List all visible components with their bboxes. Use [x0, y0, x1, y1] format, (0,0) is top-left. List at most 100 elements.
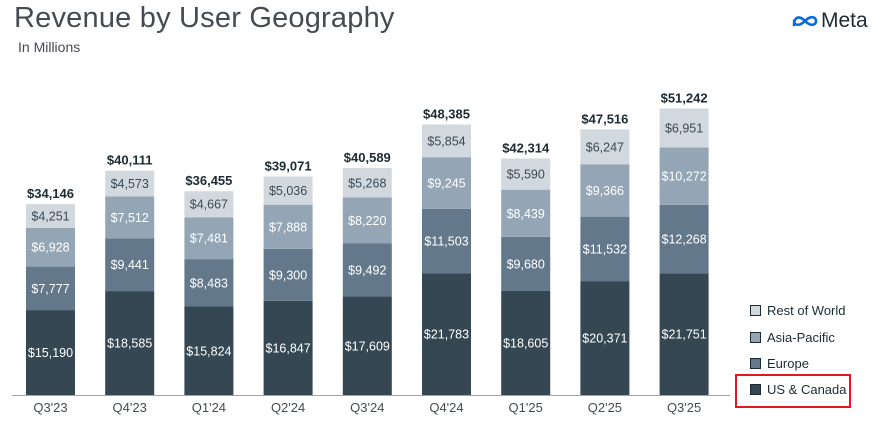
legend-item-us-canada: US & Canada [750, 379, 847, 399]
bar-value-label: $9,492 [348, 264, 386, 278]
bar-total-label: $51,242 [661, 91, 708, 106]
x-tick-label: Q3'24 [350, 400, 384, 415]
x-tick-label: Q1'24 [192, 400, 226, 415]
bar-value-label: $21,751 [662, 328, 707, 342]
bar-value-label: $5,590 [507, 168, 545, 182]
bar-segment-asia-pacific [105, 196, 155, 239]
bar-value-label: $9,245 [427, 177, 465, 191]
bar-segment-asia-pacific [501, 189, 551, 237]
bar-value-label: $16,847 [266, 341, 311, 355]
bar-segment-asia-pacific [26, 227, 75, 267]
bar-value-label: $5,854 [427, 134, 465, 148]
bar-value-label: $4,573 [111, 177, 149, 191]
bar-value-label: $9,680 [507, 257, 545, 271]
bar-total-label: $39,071 [265, 159, 312, 174]
bar-value-label: $8,483 [190, 276, 228, 290]
bar-segment-us-canada [105, 291, 155, 395]
bar-segment-asia-pacific [342, 197, 392, 244]
legend-swatch-us-canada [750, 383, 761, 395]
bar-segment-rest-of-world [580, 129, 630, 165]
bar-segment-us-canada [422, 273, 471, 395]
bar-segment-europe [659, 204, 709, 274]
legend-label-europe: Europe [767, 355, 809, 371]
meta-logo-text: Meta [821, 9, 868, 32]
bar-value-label: $7,777 [31, 282, 69, 296]
legend-swatch-asia-pacific [750, 331, 761, 343]
bar-value-label: $11,532 [583, 242, 627, 256]
bar-value-label: $15,824 [186, 344, 231, 358]
bar-value-label: $11,503 [424, 235, 468, 249]
meta-logo: Meta [791, 9, 868, 33]
bar-value-label: $4,667 [190, 198, 228, 212]
bar-total-label: $48,385 [423, 106, 470, 121]
bar-value-label: $5,036 [269, 184, 307, 198]
bar-segment-rest-of-world [184, 191, 234, 218]
legend-swatch-europe [750, 357, 761, 369]
bar-value-label: $4,251 [31, 209, 69, 223]
bar-total-label: $36,455 [185, 173, 232, 188]
bar-value-label: $6,928 [31, 241, 69, 255]
bar-value-label: $7,888 [269, 220, 307, 234]
bar-value-label: $18,585 [107, 337, 152, 351]
legend-item-rest-of-world: Rest of World [750, 300, 846, 320]
bar-segment-asia-pacific [422, 157, 471, 209]
x-tick-label: Q2'24 [271, 400, 305, 415]
bar-total-label: $40,111 [107, 153, 153, 168]
legend-item-asia-pacific: Asia-Pacific [750, 327, 835, 347]
bar-value-label: $18,605 [503, 336, 548, 350]
bar-value-label: $8,220 [348, 214, 386, 228]
bar-segment-us-canada [659, 273, 709, 395]
x-tick-label: Q2'25 [588, 400, 622, 415]
bar-value-label: $12,268 [662, 233, 707, 247]
bar-value-label: $9,441 [111, 258, 149, 272]
bar-value-label: $8,439 [507, 207, 545, 221]
bar-value-label: $9,300 [269, 268, 307, 282]
legend-label-asia-pacific: Asia-Pacific [767, 329, 835, 345]
legend-highlight-box [735, 374, 851, 408]
bar-segment-rest-of-world [26, 204, 75, 228]
x-tick-label: Q3'23 [33, 400, 67, 415]
bar-segment-us-canada [184, 306, 234, 395]
bar-segment-europe [26, 266, 75, 311]
bar-segment-us-canada [26, 310, 75, 395]
bar-value-label: $5,268 [348, 176, 386, 190]
meta-infinity-icon [792, 15, 818, 27]
bar-segment-europe [184, 259, 234, 307]
bar-value-label: $20,371 [582, 332, 627, 346]
bar-segment-europe [342, 243, 392, 297]
bar-segment-rest-of-world [422, 124, 471, 158]
bar-value-label: $6,951 [665, 121, 703, 135]
bar-total-label: $34,146 [27, 186, 74, 201]
bar-value-label: $21,783 [424, 328, 469, 342]
x-tick-label: Q4'24 [429, 400, 463, 415]
bar-segment-rest-of-world [501, 158, 551, 190]
bar-value-label: $15,190 [28, 346, 73, 360]
bar-segment-us-canada [263, 300, 313, 395]
bar-total-label: $40,589 [344, 150, 391, 165]
bar-segment-europe [580, 216, 630, 282]
bar-segment-rest-of-world [105, 170, 155, 197]
x-tick-label: Q1'25 [509, 400, 543, 415]
bar-segment-europe [422, 208, 471, 274]
legend-label-us-canada: US & Canada [767, 381, 847, 397]
bar-value-label: $17,609 [345, 339, 390, 353]
bar-segment-europe [105, 238, 155, 292]
bar-value-label: $7,512 [111, 211, 149, 225]
bar-total-label: $42,314 [502, 140, 550, 155]
bar-segment-rest-of-world [263, 176, 313, 205]
bar-value-label: $7,481 [190, 232, 228, 246]
bar-segment-us-canada [342, 296, 392, 395]
legend-label-rest-of-world: Rest of World [767, 302, 846, 318]
x-tick-label: Q4'23 [113, 400, 147, 415]
page-subtitle: In Millions [18, 39, 81, 55]
bar-value-label: $9,366 [586, 184, 624, 198]
bar-value-label: $10,272 [662, 170, 707, 184]
x-tick-label: Q3'25 [667, 400, 701, 415]
legend-item-europe: Europe [750, 353, 809, 373]
legend-swatch-rest-of-world [750, 304, 761, 316]
bar-segment-us-canada [580, 281, 630, 395]
page-title: Revenue by User Geography [14, 2, 395, 34]
bar-segment-asia-pacific [184, 217, 234, 260]
bar-value-label: $6,247 [586, 140, 624, 154]
